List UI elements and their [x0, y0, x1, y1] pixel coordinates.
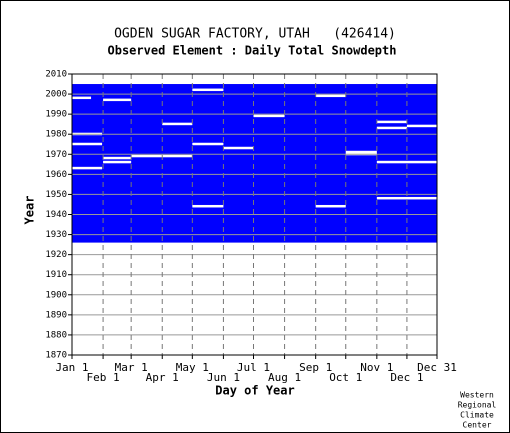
- missing-gap: [192, 142, 224, 146]
- y-tick-label: 1970: [45, 150, 67, 160]
- x-tick-label: Aug 1: [268, 371, 301, 384]
- plot-border: [71, 73, 438, 356]
- x-tick-label: Mar 1: [115, 361, 148, 374]
- missing-gap: [406, 124, 437, 128]
- missing-gap: [253, 114, 285, 118]
- x-tick-label: May 1: [176, 361, 209, 374]
- y-tick-label: 1940: [45, 210, 67, 220]
- missing-gap: [103, 156, 132, 160]
- missing-gap: [103, 160, 132, 164]
- y-tick-label: 1980: [45, 130, 67, 140]
- chart-subtitle: Observed Element : Daily Total Snowdepth: [108, 44, 397, 58]
- x-tick-label: Nov 1: [360, 361, 393, 374]
- x-tick-label: Sep 1: [299, 361, 332, 374]
- y-tick-label: 1880: [45, 330, 67, 340]
- y-tick-label: 2010: [45, 70, 67, 80]
- x-tick-label: Jul 1: [237, 361, 270, 374]
- credit-line: Climate: [460, 411, 494, 420]
- missing-gap: [72, 142, 103, 146]
- y-tick-label: 1920: [45, 250, 67, 260]
- missing-gap: [345, 150, 377, 154]
- missing-gap: [131, 154, 193, 158]
- x-tick-label: Dec 31: [417, 361, 457, 374]
- missing-gap: [376, 196, 437, 200]
- x-tick-label: Feb 1: [87, 371, 120, 384]
- missing-gap: [315, 94, 346, 98]
- y-axis-label: Year: [23, 196, 37, 225]
- y-tick-label: 2000: [45, 90, 67, 100]
- x-tick-label: Oct 1: [329, 371, 362, 384]
- y-tick-label: 1990: [45, 110, 67, 120]
- y-tick-label: 1890: [45, 310, 67, 320]
- x-tick-label: Jan 1: [55, 361, 88, 374]
- missing-gap: [192, 204, 224, 208]
- missing-gap: [376, 160, 437, 164]
- x-tick-label: Dec 1: [390, 371, 423, 384]
- missing-gap: [192, 88, 224, 92]
- missing-gap: [103, 98, 132, 102]
- credit-line: Regional: [458, 401, 497, 410]
- missing-gap: [376, 126, 407, 130]
- missing-gap: [72, 166, 103, 170]
- missing-gap: [72, 96, 92, 100]
- missing-gap: [315, 204, 346, 208]
- y-tick-label: 1910: [45, 270, 67, 280]
- credit-line: Western: [460, 391, 494, 400]
- x-axis-label: Day of Year: [215, 384, 294, 398]
- y-tick-label: 1870: [45, 351, 67, 361]
- credit-line: Center: [463, 421, 492, 430]
- chart-title: OGDEN SUGAR FACTORY, UTAH (426414): [114, 27, 396, 42]
- x-tick-label: Apr 1: [146, 371, 179, 384]
- coverage-block: [72, 84, 437, 243]
- missing-gap: [223, 146, 254, 150]
- x-tick-label: Jun 1: [207, 371, 240, 384]
- y-tick-label: 1900: [45, 290, 67, 300]
- y-tick-label: 1950: [45, 190, 67, 200]
- y-tick-label: 1960: [45, 170, 67, 180]
- y-tick-label: 1930: [45, 230, 67, 240]
- missing-gap: [162, 122, 193, 126]
- missing-gap: [376, 120, 407, 124]
